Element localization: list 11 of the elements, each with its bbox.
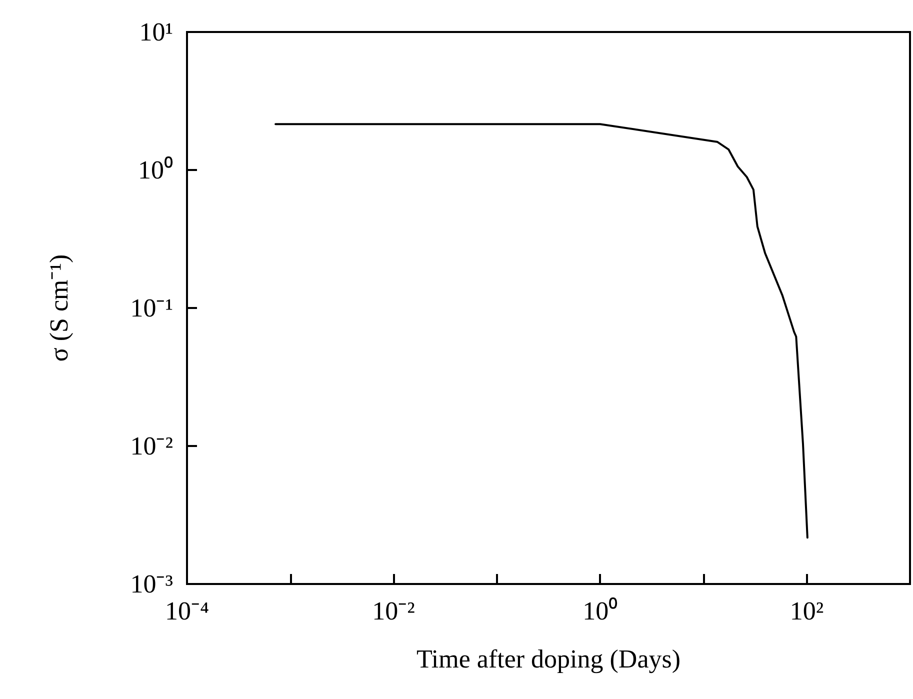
x-tick-label: 10⁰	[582, 596, 618, 626]
y-axis-title: σ (S cm⁻¹)	[44, 254, 74, 362]
y-tick-label: 10⁰	[138, 156, 173, 184]
y-tick-label: 10⁻²	[130, 432, 174, 460]
x-tick-label: 10⁻²	[372, 596, 416, 626]
x-tick-label: 10⁻⁴	[164, 596, 210, 626]
x-tick-label: 10²	[790, 596, 824, 626]
x-axis-title: Time after doping (Days)	[416, 644, 681, 674]
y-tick-label: 10⁻¹	[130, 294, 173, 322]
y-tick-label: 10⁻³	[130, 570, 174, 598]
y-tick-label: 10¹	[139, 18, 173, 46]
